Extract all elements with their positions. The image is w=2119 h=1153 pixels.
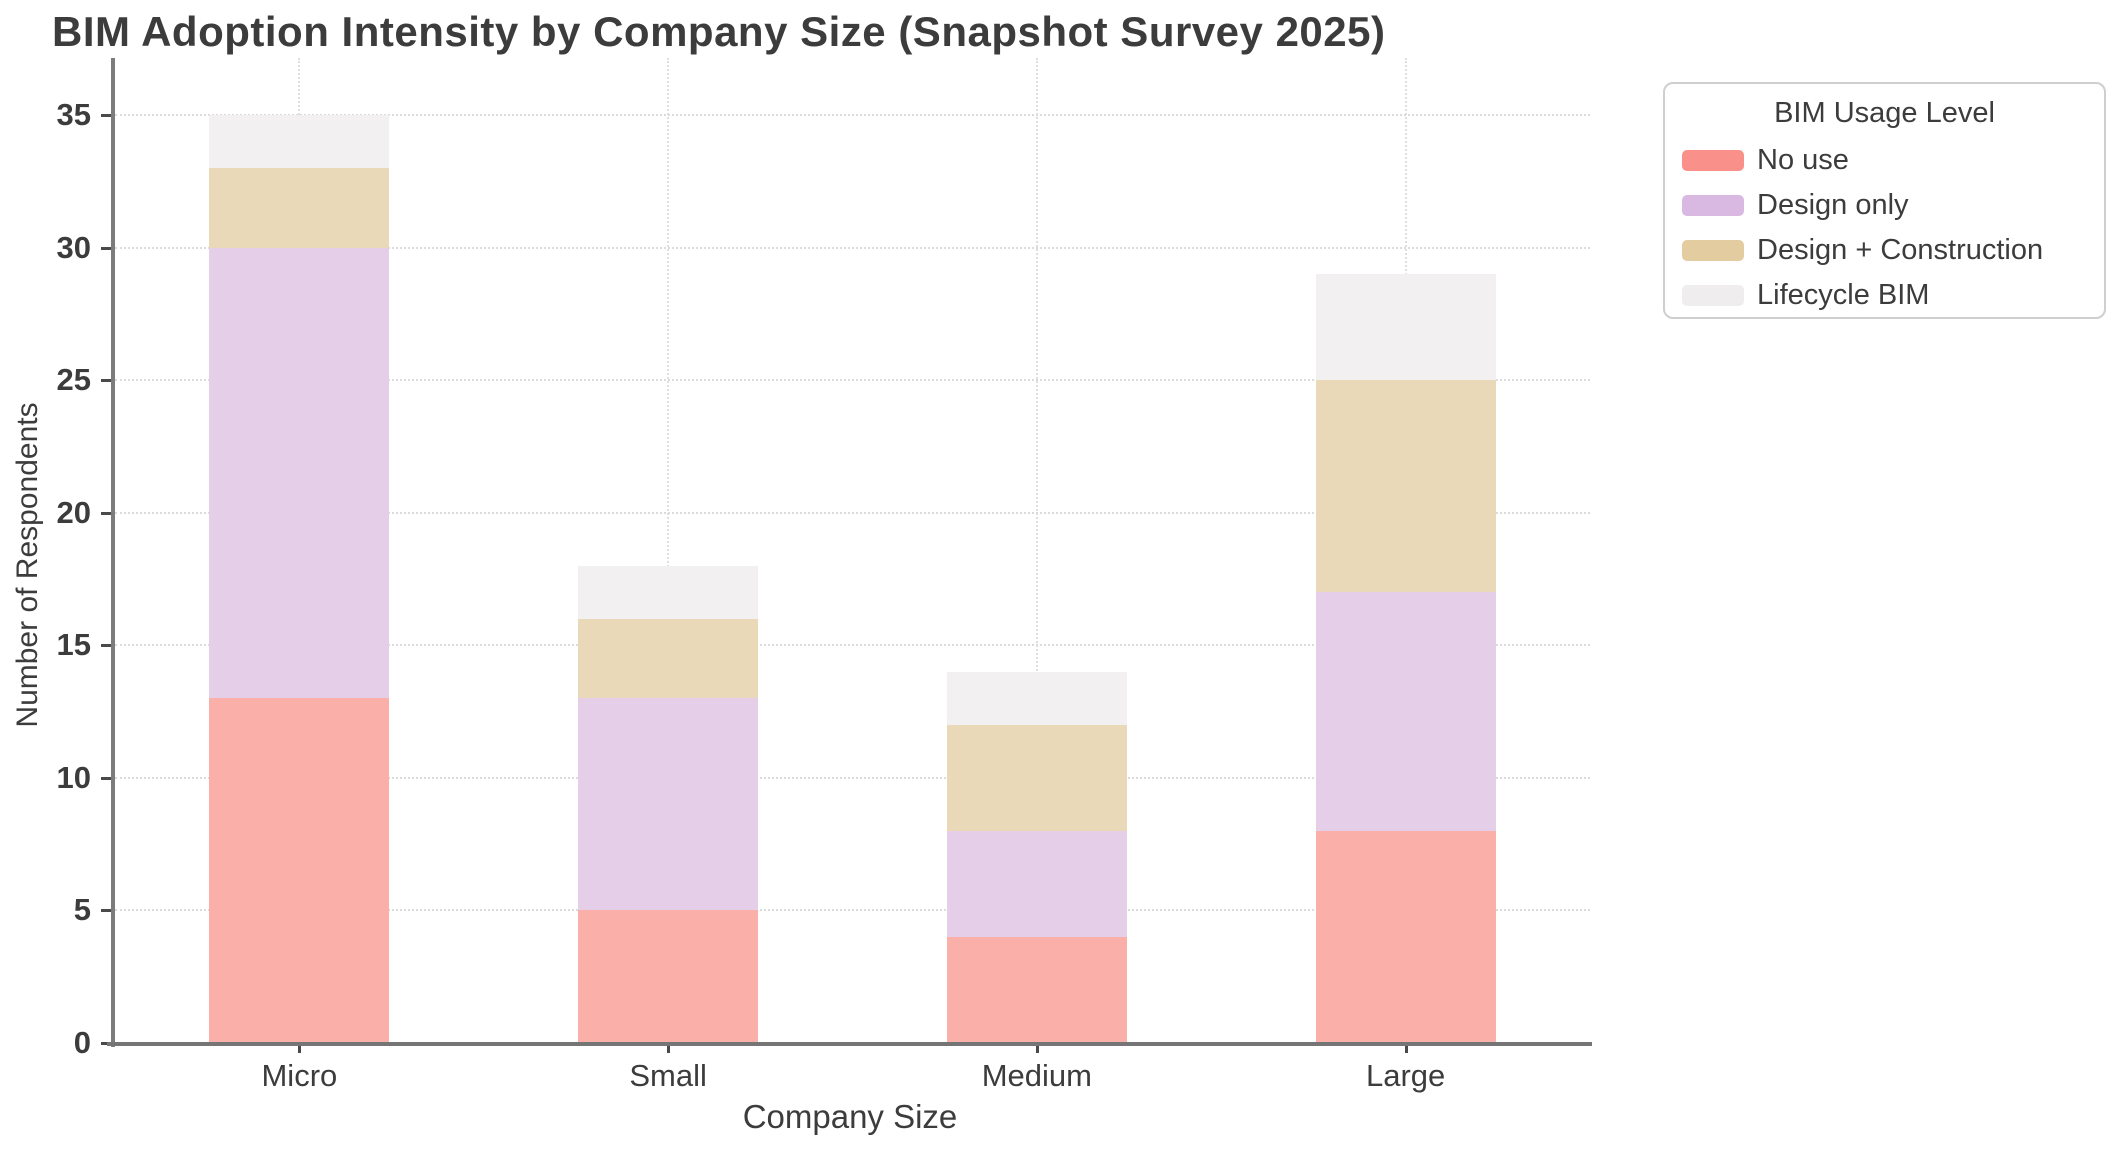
y-tick-mark — [101, 776, 115, 780]
x-tick-mark — [667, 1043, 671, 1053]
y-tick-mark — [101, 909, 115, 913]
legend-item: Lifecycle BIM — [1682, 280, 2104, 310]
y-tick-mark — [101, 379, 115, 383]
legend-swatch-icon — [1682, 194, 1744, 216]
x-gridline — [1035, 58, 1038, 1043]
chart-title: BIM Adoption Intensity by Company Size (… — [52, 8, 1386, 55]
y-tick-label: 30 — [56, 229, 91, 265]
y-tick-label: 25 — [56, 362, 91, 398]
legend-swatch-icon — [1682, 239, 1744, 261]
bar-segment-design-only — [209, 247, 390, 699]
x-tick-mark — [1035, 1043, 1039, 1053]
bar-segment-lifecycle-bim — [209, 115, 390, 169]
legend-swatch-icon — [1682, 149, 1744, 171]
legend-items: No use Design only Design + Construction Li… — [1665, 145, 2104, 310]
bar-segment-design-construction — [209, 168, 390, 248]
bar-segment-design-construction — [946, 724, 1127, 831]
y-tick-mark — [101, 644, 115, 648]
y-tick-mark — [101, 511, 115, 515]
y-tick-label: 5 — [73, 892, 91, 928]
bar-segment-no-use — [1315, 830, 1496, 1043]
x-tick-mark — [1404, 1043, 1408, 1053]
legend-item-label: No use — [1757, 144, 1849, 176]
x-tick-label: Small — [629, 1058, 707, 1093]
x-tick-label: Micro — [261, 1058, 338, 1093]
legend-item: Design only — [1682, 190, 2104, 220]
y-tick-label: 15 — [56, 627, 91, 663]
x-axis-line — [107, 1042, 1592, 1046]
legend-item: Design + Construction — [1682, 235, 2104, 265]
y-gridline — [115, 776, 1590, 779]
x-tick-label: Medium — [981, 1058, 1092, 1093]
y-tick-label: 0 — [73, 1025, 91, 1060]
y-tick-mark — [101, 114, 115, 117]
x-tick-mark — [298, 1043, 302, 1053]
bar-segment-no-use — [578, 910, 759, 1043]
legend-item-label: Design only — [1757, 189, 1909, 221]
bar-segment-lifecycle-bim — [578, 565, 759, 619]
bar-segment-lifecycle-bim — [946, 671, 1127, 725]
y-tick-label: 35 — [56, 97, 91, 132]
bar-segment-no-use — [946, 936, 1127, 1043]
y-gridline — [115, 511, 1590, 514]
y-tick-label: 10 — [56, 759, 91, 795]
y-tick-mark — [101, 246, 115, 250]
bar-segment-design-construction — [578, 618, 759, 699]
bar-segment-design-only — [578, 698, 759, 911]
bar-segment-design-only — [946, 830, 1127, 937]
bar-segment-lifecycle-bim — [1315, 274, 1496, 381]
y-gridline — [115, 246, 1590, 249]
y-gridline — [115, 909, 1590, 912]
x-axis-title: Company Size — [742, 1098, 958, 1135]
legend-item-label: Design + Construction — [1757, 234, 2044, 266]
y-tick-label: 20 — [56, 494, 91, 530]
y-gridline — [115, 114, 1590, 116]
legend: BIM Usage Level No use Design only Design … — [1663, 82, 2106, 319]
legend-item: No use — [1682, 145, 2104, 175]
x-tick-label: Large — [1365, 1058, 1446, 1093]
bar-segment-design-only — [1315, 592, 1496, 831]
y-axis-line — [111, 58, 115, 1047]
y-gridline — [115, 379, 1590, 382]
y-gridline — [115, 644, 1590, 647]
legend-item-label: Lifecycle BIM — [1757, 279, 1930, 311]
bar-segment-no-use — [209, 698, 390, 1043]
legend-swatch-icon — [1682, 284, 1744, 306]
bar-segment-design-construction — [1315, 380, 1496, 593]
legend-title: BIM Usage Level — [1774, 97, 1995, 129]
x-gridline — [667, 58, 670, 1043]
